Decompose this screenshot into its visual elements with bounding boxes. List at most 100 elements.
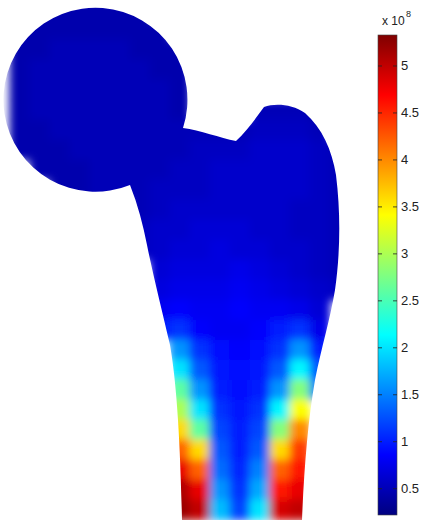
heat-cell (110, 100, 131, 121)
heat-cell (170, 100, 191, 121)
heat-cell (210, 200, 231, 221)
heat-cell (70, 40, 91, 61)
heat-cell (130, 180, 151, 201)
heat-cell (50, 0, 71, 21)
heat-cell (310, 160, 331, 181)
heat-cell (110, 160, 131, 181)
heat-cell (250, 500, 271, 520)
heat-cell (170, 280, 191, 301)
heat-cell (310, 260, 331, 281)
heat-cell (190, 300, 211, 321)
heat-cell (30, 140, 51, 161)
tick-mark (378, 112, 382, 113)
heat-cell (190, 480, 211, 501)
heat-cell (210, 420, 231, 441)
heat-cell (190, 420, 211, 441)
heat-cell (330, 280, 351, 301)
heat-cell (210, 360, 231, 381)
heat-cell (230, 240, 251, 261)
heat-cell (290, 100, 311, 121)
heat-cell (330, 200, 351, 221)
tick-label: 5 (401, 58, 408, 73)
heat-cell (290, 340, 311, 361)
heat-cell (290, 280, 311, 301)
heat-cell (150, 160, 171, 181)
heat-cell (130, 40, 151, 61)
heat-cell (170, 200, 191, 221)
heat-cell (130, 220, 151, 241)
tick-label: 4 (401, 152, 408, 167)
heat-cell (190, 180, 211, 201)
heat-cell (310, 380, 331, 401)
heat-cell (250, 160, 271, 181)
heat-cell (250, 460, 271, 481)
heat-cell (250, 120, 271, 141)
heat-cell (110, 60, 131, 81)
heat-cell (250, 320, 271, 341)
heat-cell (250, 140, 271, 161)
heat-cell (90, 140, 111, 161)
heat-cell (290, 120, 311, 141)
heat-cell (250, 260, 271, 281)
heat-cell (270, 380, 291, 401)
heat-cell (170, 420, 191, 441)
tick-mark (393, 206, 397, 207)
heat-cell (270, 360, 291, 381)
heat-cell (30, 120, 51, 141)
heat-cell (270, 260, 291, 281)
heat-cell (250, 220, 271, 241)
colorbar-scale (378, 35, 397, 515)
heat-cell (150, 320, 171, 341)
tick-mark (393, 394, 397, 395)
heat-cell (150, 140, 171, 161)
heat-cell (170, 60, 191, 81)
heat-cell (250, 280, 271, 301)
heat-cell (170, 340, 191, 361)
heat-cell (50, 160, 71, 181)
heat-cell (270, 400, 291, 421)
heat-cell (270, 340, 291, 361)
heat-cell (90, 180, 111, 201)
heat-cell (70, 160, 91, 181)
heat-cell (270, 320, 291, 341)
heat-cell (330, 260, 351, 281)
heat-cell (210, 500, 231, 520)
heat-cell (90, 120, 111, 141)
heat-cell (230, 360, 251, 381)
heat-cell (250, 100, 271, 121)
heat-cell (130, 120, 151, 141)
heat-cell (230, 300, 251, 321)
heat-cell (270, 460, 291, 481)
heat-cell (250, 180, 271, 201)
heat-cell (190, 220, 211, 241)
figure: 0.511.522.533.544.55x 108 (0, 0, 440, 520)
heat-cell (250, 420, 271, 441)
heat-cell (110, 140, 131, 161)
heat-cell (250, 340, 271, 361)
heat-cell (290, 260, 311, 281)
tick-mark (378, 394, 382, 395)
heat-cell (210, 220, 231, 241)
heatmap (10, 0, 351, 520)
tick-mark (393, 65, 397, 66)
heat-cell (30, 80, 51, 101)
heat-cell (10, 40, 31, 61)
heat-cell (30, 100, 51, 121)
tick-label: 4.5 (401, 105, 419, 120)
heat-cell (170, 240, 191, 261)
tick-mark (393, 112, 397, 113)
heat-cell (310, 140, 331, 161)
heat-cell (50, 60, 71, 81)
heat-cell (210, 440, 231, 461)
heat-cell (150, 80, 171, 101)
heat-cell (70, 80, 91, 101)
heat-cell (110, 120, 131, 141)
heat-cell (310, 200, 331, 221)
heat-cell (210, 120, 231, 141)
heat-cell (270, 200, 291, 221)
heat-cell (70, 100, 91, 121)
heat-cell (110, 180, 131, 201)
heat-cell (250, 400, 271, 421)
heat-cell (150, 260, 171, 281)
heat-cell (290, 500, 311, 520)
